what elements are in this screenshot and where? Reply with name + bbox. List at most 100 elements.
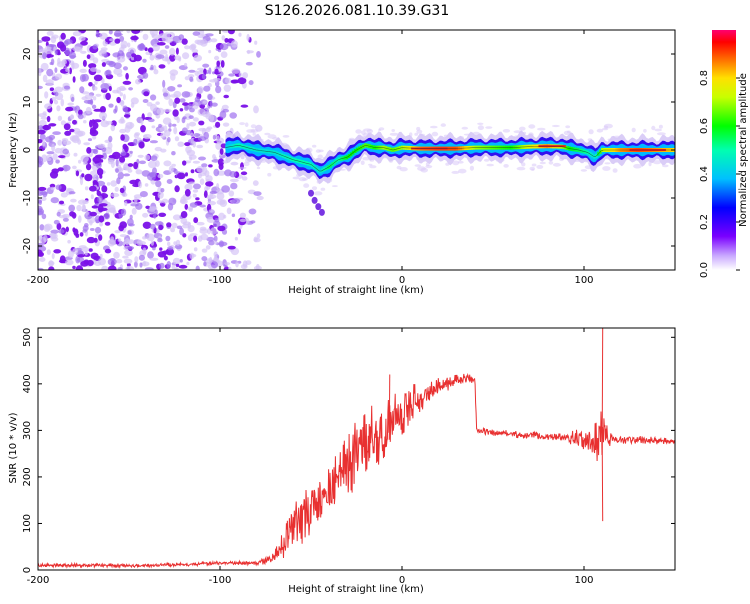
noise-speckle [130, 97, 139, 105]
noise-speckle [208, 209, 215, 213]
faint-speckle [643, 128, 647, 133]
noise-speckle [94, 226, 102, 234]
noise-speckle [140, 125, 146, 133]
noise-speckle [238, 32, 242, 37]
noise-speckle [48, 134, 56, 140]
noise-speckle [177, 84, 183, 88]
noise-speckle [52, 153, 58, 161]
noise-speckle [51, 34, 59, 39]
noise-speckle [38, 210, 44, 216]
noise-speckle [79, 177, 84, 186]
noise-speckle [95, 93, 102, 97]
noise-speckle [201, 256, 208, 262]
noise-speckle [240, 171, 248, 176]
noise-speckle [38, 267, 44, 270]
noise-speckle [167, 86, 176, 92]
noise-speckle [87, 138, 93, 142]
noise-speckle [79, 232, 84, 237]
noise-speckle [197, 70, 204, 76]
noise-speckle [110, 192, 120, 198]
noise-speckle [72, 165, 77, 170]
noise-speckle [54, 67, 58, 73]
noise-speckle [122, 255, 129, 259]
noise-speckle [168, 197, 177, 206]
noise-speckle [46, 157, 52, 162]
noise-speckle [60, 120, 66, 126]
faint-speckle [548, 161, 554, 165]
noise-speckle [55, 184, 62, 191]
noise-speckle [124, 145, 129, 153]
noise-speckle [40, 116, 48, 120]
noise-speckle [116, 87, 122, 94]
y-tick-label: 400 [22, 374, 33, 393]
noise-speckle [114, 230, 121, 234]
noise-speckle [92, 57, 99, 64]
noise-speckle [86, 54, 91, 59]
noise-speckle [198, 156, 206, 161]
noise-speckle [142, 99, 149, 103]
noise-speckle [240, 155, 245, 160]
noise-speckle [58, 215, 68, 219]
noise-speckle [151, 125, 156, 129]
noise-speckle [106, 182, 111, 186]
noise-speckle [229, 178, 239, 183]
noise-speckle [231, 68, 241, 74]
noise-speckle [107, 265, 117, 270]
noise-speckle [103, 212, 110, 220]
faint-speckle [264, 132, 271, 136]
noise-speckle [98, 111, 108, 120]
noise-speckle [153, 65, 157, 71]
noise-speckle [77, 254, 86, 258]
noise-speckle [75, 265, 84, 270]
noise-speckle [39, 133, 46, 141]
noise-speckle [54, 91, 59, 97]
noise-speckle [180, 217, 188, 224]
noise-speckle [123, 66, 128, 71]
noise-speckle [96, 190, 102, 196]
noise-speckle [83, 120, 87, 124]
faint-speckle [239, 122, 246, 126]
noise-speckle [190, 169, 195, 174]
faint-speckle [282, 135, 290, 138]
noise-speckle [151, 32, 155, 38]
noise-speckle [147, 112, 153, 118]
noise-speckle [184, 45, 190, 50]
noise-speckle [234, 236, 238, 241]
noise-speckle [107, 239, 116, 247]
noise-speckle [135, 169, 143, 175]
noise-speckle [95, 219, 100, 224]
noise-speckle [230, 79, 238, 84]
noise-speckle [203, 68, 207, 76]
faint-speckle [603, 123, 613, 129]
noise-speckle [213, 240, 218, 245]
noise-speckle [229, 171, 237, 178]
noise-speckle [138, 141, 145, 149]
noise-speckle [177, 141, 185, 147]
noise-speckle [97, 195, 103, 204]
snr-axes: -200 -100 0 100 0 100 200 300 400 500 [22, 328, 675, 586]
noise-speckle [96, 168, 104, 176]
noise-speckle [193, 217, 199, 224]
noise-speckle [253, 191, 262, 197]
noise-speckle [200, 233, 209, 241]
y-tick-label: 0 [22, 147, 33, 153]
noise-speckle [139, 160, 146, 165]
noise-speckle [150, 94, 157, 101]
noise-speckle [49, 171, 59, 179]
faint-speckle [378, 127, 385, 131]
noise-speckle [119, 128, 127, 134]
noise-speckle [50, 58, 55, 66]
noise-speckle [65, 106, 74, 112]
noise-speckle [60, 192, 68, 198]
noise-speckle [84, 250, 88, 256]
y-tick-label: -20 [22, 238, 33, 254]
noise-speckle [92, 44, 98, 50]
noise-speckle [96, 162, 102, 169]
noise-speckle [70, 114, 74, 120]
noise-speckle [78, 109, 83, 116]
noise-speckle [46, 31, 54, 36]
noise-speckle [209, 100, 213, 108]
noise-speckle [61, 138, 69, 142]
noise-speckle [192, 160, 200, 164]
noise-speckle [126, 218, 134, 227]
